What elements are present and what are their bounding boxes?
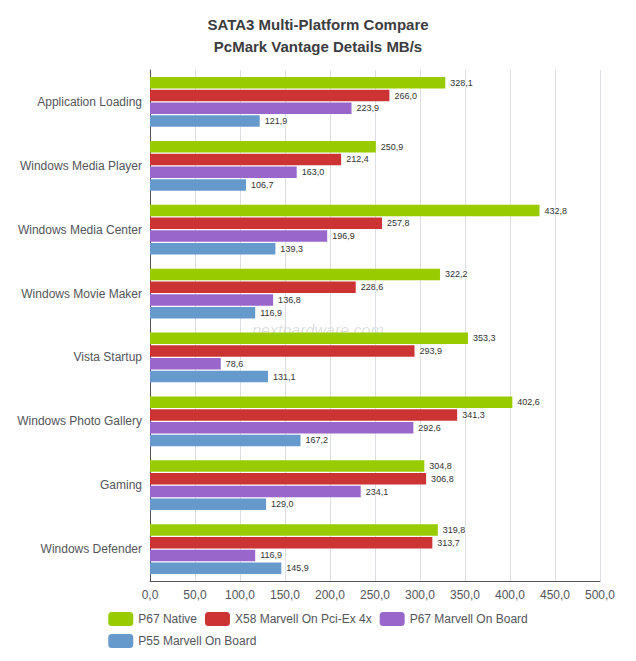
svg-text:50,0: 50,0 [183,588,207,602]
svg-text:150,0: 150,0 [270,588,300,602]
svg-text:P67 Marvell On Board: P67 Marvell On Board [410,612,528,626]
svg-text:P67 Native: P67 Native [138,612,197,626]
svg-text:228,6: 228,6 [361,282,384,292]
svg-text:nexthardware.com: nexthardware.com [252,322,384,339]
svg-text:0,0: 0,0 [142,588,159,602]
svg-text:Vista Startup: Vista Startup [74,350,143,364]
svg-text:Gaming: Gaming [100,478,142,492]
svg-text:200,0: 200,0 [315,588,345,602]
svg-text:292,6: 292,6 [418,423,441,433]
svg-text:129,0: 129,0 [271,499,294,509]
svg-text:322,2: 322,2 [445,269,468,279]
svg-text:Windows Defender: Windows Defender [41,542,142,556]
svg-text:121,9: 121,9 [265,116,288,126]
svg-text:500,0: 500,0 [585,588,615,602]
svg-text:353,3: 353,3 [473,333,496,343]
svg-text:131,1: 131,1 [273,372,296,382]
svg-text:319,8: 319,8 [443,525,466,535]
svg-text:293,9: 293,9 [420,346,443,356]
svg-text:116,9: 116,9 [260,550,282,560]
svg-text:402,6: 402,6 [517,397,540,407]
svg-text:306,8: 306,8 [431,474,454,484]
svg-text:145,9: 145,9 [286,563,309,573]
svg-text:450,0: 450,0 [540,588,570,602]
svg-text:Windows Media Center: Windows Media Center [18,223,142,237]
svg-text:304,8: 304,8 [429,461,452,471]
svg-text:163,0: 163,0 [302,167,325,177]
svg-text:257,8: 257,8 [387,218,410,228]
svg-text:313,7: 313,7 [437,538,460,548]
svg-text:167,2: 167,2 [305,435,328,445]
svg-text:196,9: 196,9 [332,231,355,241]
svg-text:Windows Movie Maker: Windows Movie Maker [21,287,142,301]
svg-text:SATA3 Multi-Platform Compare: SATA3 Multi-Platform Compare [207,16,428,33]
svg-text:432,8: 432,8 [545,206,568,216]
svg-text:116,9: 116,9 [260,308,282,318]
svg-text:341,3: 341,3 [462,410,485,420]
svg-text:350,0: 350,0 [450,588,480,602]
svg-text:PcMark Vantage Details MB/s: PcMark Vantage Details MB/s [214,38,422,55]
svg-text:Windows Photo Gallery: Windows Photo Gallery [17,414,142,428]
svg-text:400,0: 400,0 [495,588,525,602]
svg-text:X58 Marvell On Pci-Ex 4x: X58 Marvell On Pci-Ex 4x [235,612,372,626]
svg-text:223,9: 223,9 [357,103,380,113]
svg-text:139,3: 139,3 [280,244,303,254]
svg-text:300,0: 300,0 [405,588,435,602]
svg-text:250,9: 250,9 [381,142,404,152]
svg-text:136,8: 136,8 [278,295,301,305]
svg-text:234,1: 234,1 [366,487,389,497]
svg-text:100,0: 100,0 [225,588,255,602]
svg-text:250,0: 250,0 [360,588,390,602]
svg-text:P55 Marvell On Board: P55 Marvell On Board [138,634,256,648]
svg-text:328,1: 328,1 [450,78,473,88]
svg-text:266,0: 266,0 [394,91,417,101]
svg-text:78,6: 78,6 [226,359,244,369]
svg-text:Application Loading: Application Loading [37,95,142,109]
svg-text:106,7: 106,7 [251,180,274,190]
svg-text:Windows Media Player: Windows Media Player [20,159,142,173]
svg-text:212,4: 212,4 [346,154,369,164]
